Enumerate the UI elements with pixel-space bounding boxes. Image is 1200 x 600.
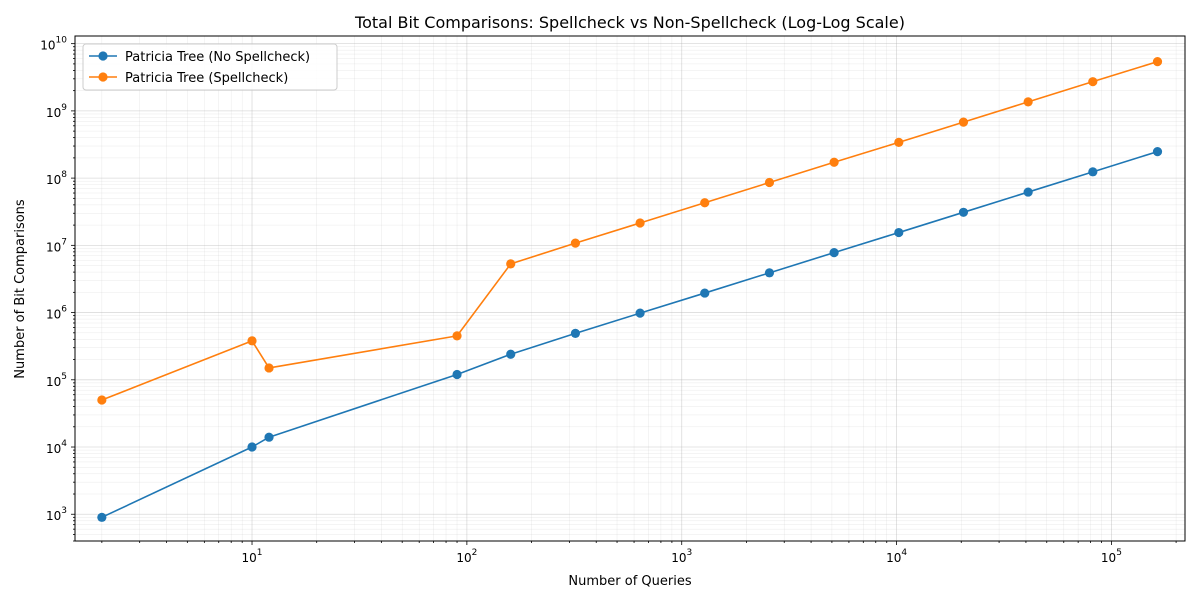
y-tick-label: 105 <box>46 372 67 389</box>
y-tick-label: 1010 <box>40 36 67 53</box>
legend-swatch-marker <box>98 72 108 82</box>
data-point <box>764 268 775 278</box>
legend-box <box>82 43 338 91</box>
legend: Patricia Tree (No Spellcheck) Patricia Tr… <box>82 43 338 91</box>
y-tick-label: 104 <box>46 439 67 456</box>
data-point <box>700 198 710 208</box>
data-point <box>764 177 775 188</box>
data-point <box>264 432 274 442</box>
data-point <box>97 512 107 522</box>
x-tick-label: 101 <box>242 548 263 565</box>
grid <box>75 36 1185 542</box>
data-point <box>1023 97 1033 107</box>
data-point <box>506 259 516 269</box>
x-tick-label: 105 <box>1101 548 1122 565</box>
data-point <box>97 395 107 405</box>
data-point <box>829 247 839 258</box>
data-point <box>1023 187 1033 197</box>
x-axis-title: Number of Queries <box>568 574 691 589</box>
plot-frame <box>74 35 1186 542</box>
data-point <box>1088 167 1098 177</box>
legend-label: Patricia Tree (No Spellcheck) <box>125 50 310 65</box>
data-point <box>452 331 462 341</box>
legend-label: Patricia Tree (Spellcheck) <box>125 71 288 86</box>
data-point <box>958 117 969 127</box>
y-tick-label: 109 <box>46 103 67 120</box>
data-point <box>1152 57 1163 67</box>
data-point <box>635 218 645 228</box>
x-tick-label: 104 <box>886 548 907 565</box>
data-point <box>894 137 904 147</box>
data-point <box>452 369 462 380</box>
y-tick-label: 107 <box>46 237 67 254</box>
y-tick-label: 106 <box>46 305 67 322</box>
data-point <box>264 363 274 373</box>
legend-swatch-marker <box>98 51 108 61</box>
chart-title: Total Bit Comparisons: Spellcheck vs Non… <box>354 13 905 32</box>
x-tick-label: 102 <box>456 548 477 565</box>
data-point <box>700 288 710 298</box>
y-tick-label: 103 <box>46 506 67 523</box>
data-point <box>570 328 581 338</box>
data-point <box>570 238 581 248</box>
data-point <box>247 442 257 452</box>
data-point <box>635 308 645 318</box>
data-point <box>506 349 516 359</box>
x-tick-label: 103 <box>671 548 692 565</box>
y-axis-title: Number of Bit Comparisons <box>13 199 28 379</box>
y-tick-label: 108 <box>46 170 67 187</box>
axis-ticks: 101 102 103 104 105 103 104 105 106 107 108 109 1010 <box>40 36 1177 565</box>
data-point <box>247 336 257 346</box>
data-point <box>1088 77 1098 87</box>
series-2 <box>97 57 1163 405</box>
data-point <box>829 157 839 167</box>
series-1 <box>97 146 1163 522</box>
data-point <box>1152 146 1163 157</box>
data-point <box>958 207 969 217</box>
series-layer <box>97 57 1163 522</box>
data-point <box>894 227 904 238</box>
